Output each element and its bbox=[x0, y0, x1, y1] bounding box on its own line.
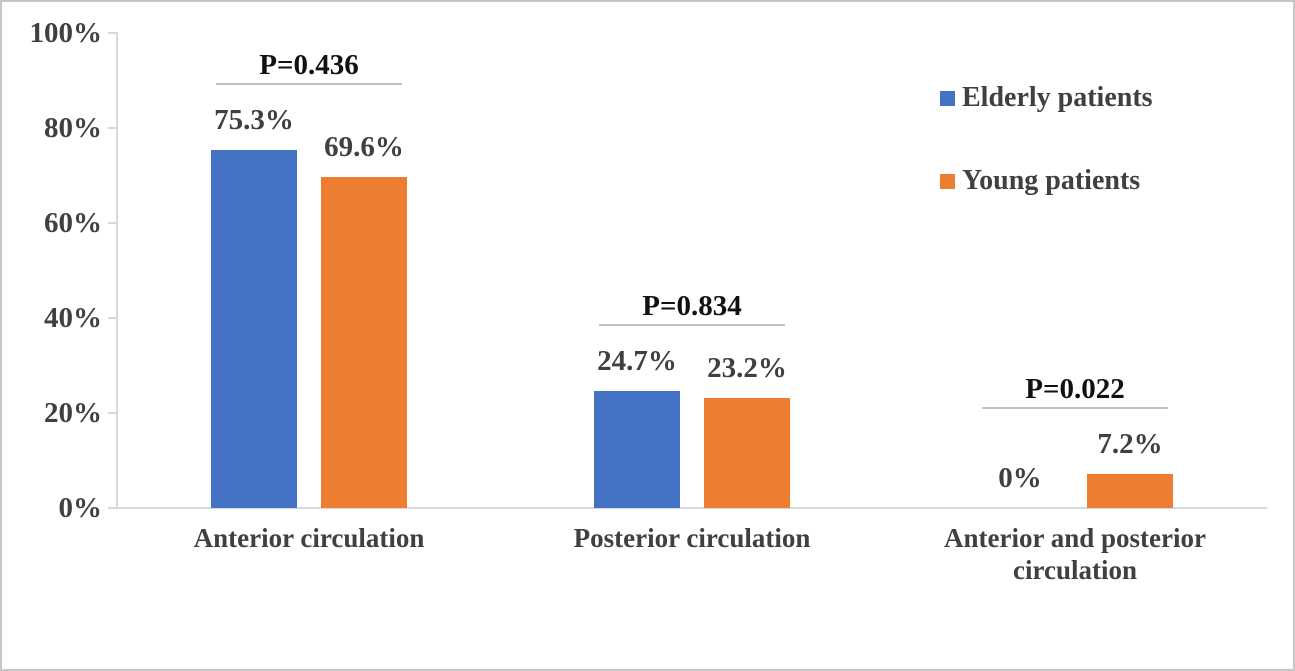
bar-elderly-patients-posterior-circulation bbox=[594, 391, 680, 508]
y-tick-mark bbox=[108, 317, 117, 319]
bar-value-label: 24.7% bbox=[597, 345, 677, 377]
bar-value-label: 69.6% bbox=[324, 131, 404, 163]
y-tick-label: 100% bbox=[29, 17, 103, 49]
y-tick-mark bbox=[108, 412, 117, 414]
legend-swatch-elderly-patients bbox=[940, 90, 955, 106]
x-axis-line bbox=[108, 507, 1267, 509]
y-tick-label: 0% bbox=[58, 492, 103, 524]
bar-value-label: 75.3% bbox=[214, 104, 294, 136]
y-tick-label: 80% bbox=[44, 112, 102, 144]
x-category-label-anterior-and-posterior-circulation: Anterior and posterior circulation bbox=[944, 523, 1206, 585]
bar-value-label: 23.2% bbox=[707, 352, 787, 384]
legend-label: Young patients bbox=[962, 165, 1141, 196]
x-category-label-posterior-circulation: Posterior circulation bbox=[573, 523, 811, 553]
y-tick-label: 20% bbox=[44, 397, 102, 429]
legend-label: Elderly patients bbox=[962, 82, 1153, 113]
p-value-label: P=0.834 bbox=[642, 290, 742, 322]
bar-value-label: 7.2% bbox=[1097, 428, 1163, 460]
p-value-label: P=0.436 bbox=[259, 49, 359, 81]
x-category-label-anterior-circulation: Anterior circulation bbox=[193, 523, 425, 553]
p-value-label: P=0.022 bbox=[1025, 373, 1125, 405]
p-value-line bbox=[982, 407, 1168, 409]
p-value-line bbox=[216, 83, 402, 85]
legend-swatch-young-patients bbox=[940, 173, 955, 189]
y-tick-mark bbox=[108, 32, 117, 34]
p-value-line bbox=[599, 324, 785, 326]
y-tick-mark bbox=[108, 127, 117, 129]
y-tick-label: 40% bbox=[44, 302, 102, 334]
bar-young-patients-posterior-circulation bbox=[704, 398, 790, 508]
y-tick-mark bbox=[108, 507, 117, 509]
y-tick-mark bbox=[108, 222, 117, 224]
legend-item-young-patients: Young patients bbox=[940, 166, 1140, 196]
y-tick-label: 60% bbox=[44, 207, 102, 239]
bar-young-patients-anterior-circulation bbox=[321, 177, 407, 508]
y-axis-line bbox=[116, 32, 118, 509]
bar-value-label: 0% bbox=[998, 462, 1042, 494]
legend-item-elderly-patients: Elderly patients bbox=[940, 83, 1153, 113]
bar-elderly-patients-anterior-circulation bbox=[211, 150, 297, 508]
bar-young-patients-anterior-and-posterior-circulation bbox=[1087, 474, 1173, 508]
